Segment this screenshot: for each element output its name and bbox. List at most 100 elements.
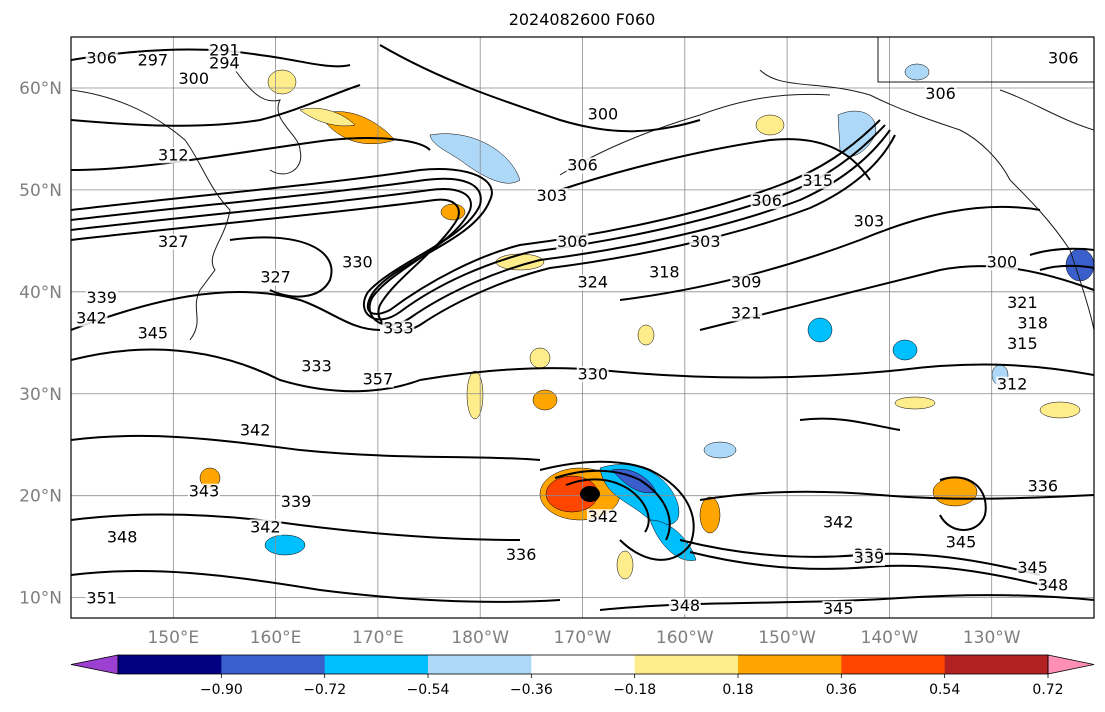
contour-line	[71, 48, 351, 68]
contour-label-bg	[136, 52, 169, 69]
latitude-label: 20°N	[19, 487, 62, 507]
contour-line	[699, 265, 1094, 331]
contour-label: 291	[209, 40, 240, 59]
contour-label: 306	[925, 84, 956, 103]
contour-label-bg	[505, 546, 538, 563]
contour-label-bg	[576, 274, 609, 291]
contour-label-bg	[208, 55, 241, 72]
shade-blob	[264, 534, 306, 556]
colorbar-segment	[944, 655, 1049, 674]
contour-label: 342	[240, 421, 271, 440]
contour-label: 351	[86, 589, 117, 608]
coastline-bc	[999, 89, 1094, 131]
contour-label: 348	[670, 596, 701, 615]
contour-label-bg	[1016, 315, 1049, 332]
latitude-label: 60°N	[19, 79, 62, 99]
contour-label-bg	[750, 193, 783, 210]
shade-blob	[466, 370, 484, 420]
contour-label-bg	[1037, 577, 1070, 594]
colorbar-tick-label: 0.18	[722, 682, 753, 698]
contour-label: 318	[649, 263, 680, 282]
contour-label: 330	[342, 252, 373, 271]
coastlines	[71, 37, 1094, 341]
contour-label-bg	[556, 233, 589, 250]
contour-line	[71, 119, 881, 315]
contour-label-bg	[341, 254, 374, 271]
contour-label-bg	[1016, 560, 1049, 577]
contour-label: 294	[209, 54, 240, 73]
colorbar-segment	[221, 655, 326, 674]
contour-label-bg	[985, 254, 1018, 271]
contour-label: 303	[690, 232, 721, 251]
contour-label: 342	[823, 512, 854, 531]
contour-label-bg	[300, 358, 333, 375]
contour-line	[71, 129, 891, 326]
contour-label-bg	[1047, 50, 1080, 67]
contour-label: 306	[567, 156, 598, 175]
coastline-asia	[71, 89, 231, 341]
contour-label: 321	[1007, 293, 1038, 312]
contour-label-bg	[730, 305, 763, 322]
contour-lines	[71, 44, 1094, 611]
contour-label-bg	[136, 325, 169, 342]
contour-label: 321	[731, 303, 762, 322]
colorbar-tick-label: −0.54	[407, 682, 450, 698]
latitude-labels: 60°N 50°N 40°N 30°N 20°N 10°N	[19, 79, 62, 609]
longitude-label: 150°E	[147, 628, 199, 648]
contour-label-bg	[75, 310, 108, 327]
longitude-label: 170°W	[554, 628, 612, 648]
contour-label: 339	[854, 548, 885, 567]
contour-label-bg	[259, 269, 292, 286]
contour-label: 318	[1017, 314, 1048, 333]
shade-blob	[932, 477, 978, 507]
contour-line	[1029, 247, 1094, 256]
contour-label-bg	[239, 422, 272, 439]
contour-line	[799, 417, 901, 431]
colorbar-segment	[634, 655, 739, 674]
contour-label: 309	[731, 273, 762, 292]
contour-label: 339	[281, 492, 312, 511]
shade-blob	[892, 339, 918, 361]
contour-line	[71, 348, 421, 393]
map-title: 2024082600 F060	[508, 10, 656, 29]
colorbar-segment	[841, 655, 946, 674]
contour-line	[1039, 264, 1094, 271]
colorbar-extend-high	[1047, 654, 1095, 675]
contour-label: 348	[107, 528, 138, 547]
colorbar-tick-label: 0.72	[1032, 682, 1063, 698]
contour-line	[939, 476, 987, 531]
coastline-aleutians	[559, 93, 831, 176]
contour-label-bg	[945, 534, 978, 551]
contour-label: 315	[803, 171, 834, 190]
contour-label-bg	[157, 147, 190, 164]
contour-line	[229, 236, 333, 298]
shade-blob	[440, 203, 466, 221]
contour-label: 300	[588, 105, 619, 124]
contour-label-bg	[648, 264, 681, 281]
contour-label: 315	[1007, 334, 1038, 353]
longitude-label: 150°W	[758, 628, 816, 648]
contour-label: 342	[76, 308, 107, 327]
contour-label: 327	[260, 268, 291, 287]
contour-label: 324	[577, 273, 608, 292]
contour-line	[379, 44, 701, 133]
latitude-label: 10°N	[19, 589, 62, 609]
contour-labels: 306 2972912943003123003063033063063063153…	[75, 40, 1080, 618]
shade-blob	[529, 347, 551, 369]
longitude-label: 160°E	[250, 628, 302, 648]
contour-label-bg	[668, 597, 701, 614]
contour-label-bg	[1006, 295, 1039, 312]
shade-blob	[894, 396, 936, 410]
contour-label: 345	[1017, 558, 1048, 577]
contour-line	[419, 363, 1094, 381]
contour-label-bg	[924, 86, 957, 103]
shade-blob	[755, 114, 785, 136]
contour-label: 306	[751, 191, 782, 210]
shade-blob	[1039, 401, 1081, 419]
contour-label-bg	[801, 172, 834, 189]
contour-label: 339	[86, 288, 117, 307]
colorbar-tick-label: −0.72	[303, 682, 346, 698]
map-plot-area: 306 2972912943003123003063033063063063153…	[71, 37, 1094, 618]
contour-label-bg	[730, 274, 763, 291]
